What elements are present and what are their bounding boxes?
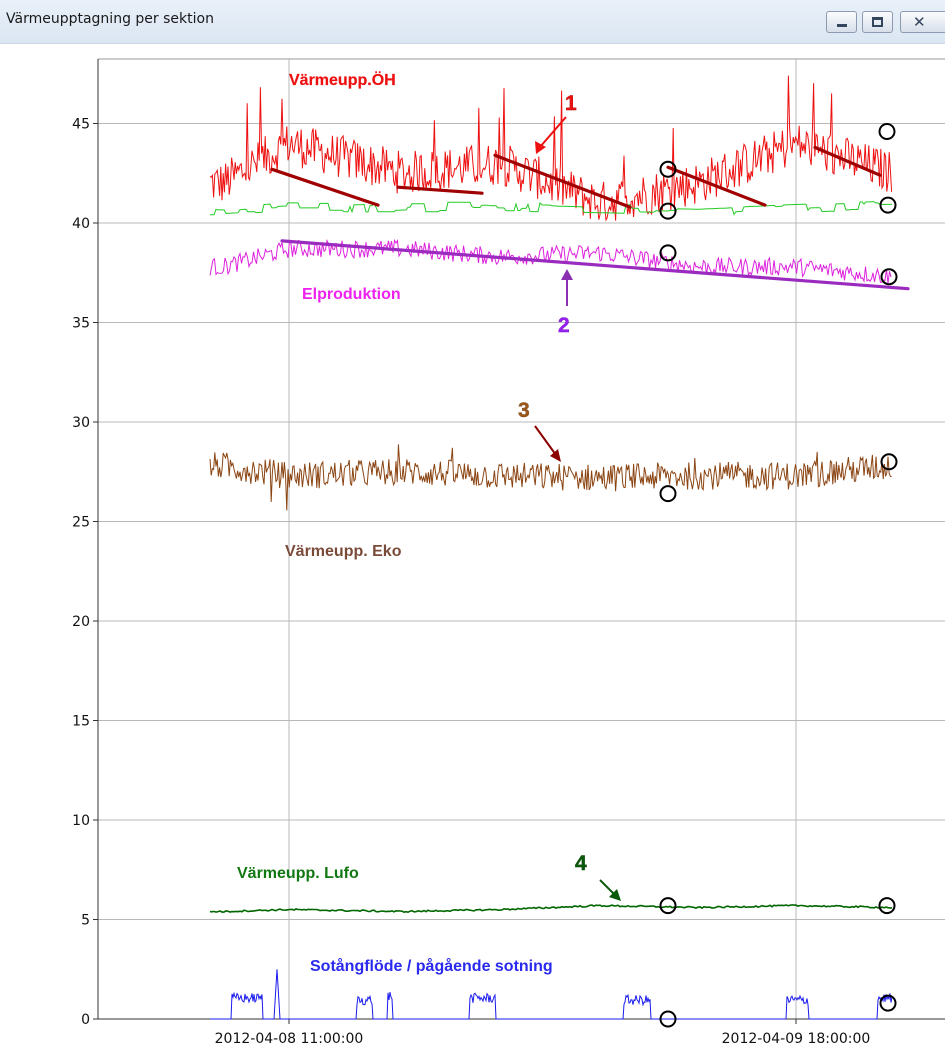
annotation-3-label: 3 [518, 399, 530, 422]
y-tick-label: 10 [72, 813, 90, 829]
series-line [209, 238, 892, 284]
annotation-4: 4 [575, 852, 621, 901]
annotation-2-label: 2 [558, 314, 570, 337]
series-line [209, 904, 892, 914]
label-eko: Värmeupp. Eko [285, 543, 402, 560]
annotation-1-arrow [539, 116, 567, 148]
annotation-3: 3 [518, 399, 561, 462]
series-line [210, 201, 893, 216]
data-marker [659, 1010, 677, 1028]
trend-line [493, 153, 632, 209]
data-marker [880, 268, 898, 286]
annotation-1-arrowhead [535, 141, 546, 154]
label-elproduktion: Elproduktion [302, 286, 401, 303]
data-marker [659, 485, 677, 503]
y-tick-label: 0 [81, 1012, 90, 1028]
annotation-4-arrowhead [609, 889, 621, 901]
label-sotning: Sotångflöde / pågående sotning [310, 957, 553, 975]
series-line [209, 75, 893, 222]
minimize-button[interactable] [826, 11, 857, 33]
data-marker [878, 897, 896, 915]
y-tick-label: 15 [72, 714, 90, 730]
close-icon: ✕ [913, 13, 926, 31]
series-line [210, 969, 893, 1020]
data-marker [879, 994, 897, 1012]
data-marker [659, 244, 677, 262]
annotation-4-label: 4 [575, 852, 587, 875]
chart-markers [659, 123, 898, 1028]
annotation-2-arrowhead [561, 269, 573, 280]
y-axis: 0 5 10 15 20 25 30 35 40 45 [72, 59, 99, 1028]
close-button[interactable]: ✕ [900, 11, 945, 33]
maximize-button[interactable] [862, 11, 893, 33]
label-lufo: Värmeupp. Lufo [237, 865, 359, 882]
y-tick-label: 25 [72, 515, 90, 531]
trend-line [270, 167, 380, 207]
data-marker [659, 897, 677, 915]
data-marker [659, 160, 677, 178]
data-marker [878, 123, 896, 140]
annotation-4-arrow [599, 879, 616, 896]
x-tick-label: 2012-04-08 11:00:00 [215, 1031, 364, 1047]
annotation-3-arrowhead [550, 449, 561, 462]
data-marker [659, 202, 677, 220]
chart-lines [209, 75, 910, 1020]
x-tick-label: 2012-04-09 18:00:00 [722, 1031, 871, 1047]
y-tick-label: 45 [72, 117, 90, 133]
data-marker [879, 196, 897, 214]
trend-line [813, 145, 882, 177]
y-tick-label: 30 [72, 415, 90, 431]
window-title: Värmeupptagning per sektion [6, 11, 214, 27]
data-marker [880, 453, 898, 471]
y-tick-label: 20 [72, 614, 90, 630]
trend-line [280, 239, 910, 291]
annotation-1: 1 [535, 92, 577, 154]
y-tick-label: 5 [81, 913, 90, 929]
maximize-icon [872, 17, 883, 27]
annotation-3-arrow [534, 425, 557, 456]
chart-grid [98, 58, 945, 1019]
annotation-1-label: 1 [565, 92, 577, 115]
x-axis: 2012-04-08 11:00:00 2012-04-09 18:00:00 [98, 1018, 945, 1047]
annotation-2: 2 [558, 269, 573, 337]
trend-line [396, 185, 484, 195]
window-titlebar: Värmeupptagning per sektion ✕ [0, 0, 945, 44]
y-tick-label: 40 [72, 216, 90, 232]
label-oh: Värmeupp.ÖH [289, 70, 396, 89]
trend-line [666, 165, 767, 207]
y-tick-label: 35 [72, 316, 90, 332]
minimize-icon [837, 24, 847, 27]
series-line [209, 444, 892, 511]
